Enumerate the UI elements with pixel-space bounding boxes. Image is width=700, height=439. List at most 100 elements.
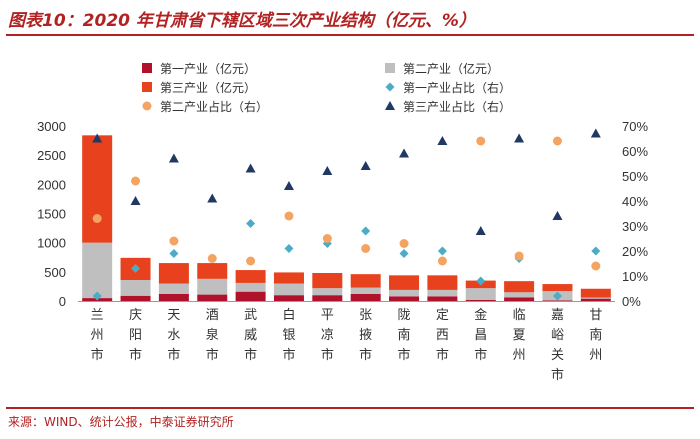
category-label: 临夏州 xyxy=(513,308,526,363)
legend-label: 第二产业（亿元） xyxy=(403,61,499,76)
ratio-point-triangle xyxy=(283,181,294,190)
ratio-point-diamond xyxy=(437,246,447,256)
bar-segment-2 xyxy=(312,288,343,296)
bar-segment-3 xyxy=(158,263,189,284)
bar-segment-2 xyxy=(389,289,420,297)
category-label: 平凉市 xyxy=(321,308,334,363)
left-tick-label: 2500 xyxy=(37,148,66,163)
legend-label: 第一产业（亿元） xyxy=(160,61,256,76)
ratio-point-circle xyxy=(284,211,294,221)
ratio-point-circle xyxy=(399,239,409,248)
bar-segment-1 xyxy=(389,296,420,301)
ratio-point-circle xyxy=(92,214,102,223)
bar-segment-2 xyxy=(465,288,496,300)
bar-segment-1 xyxy=(350,294,381,301)
right-tick-label: 40% xyxy=(622,194,648,209)
bar-segment-3 xyxy=(350,274,381,288)
right-tick-label: 0% xyxy=(622,294,641,309)
ratio-point-diamond xyxy=(591,246,601,256)
bar-segment-3 xyxy=(580,288,611,298)
bar-segment-3 xyxy=(389,275,420,290)
legend-swatch xyxy=(142,82,152,92)
ratio-point-triangle xyxy=(590,128,601,138)
bar-segment-2 xyxy=(504,292,535,298)
ratio-point-triangle xyxy=(168,153,179,163)
bar-segment-1 xyxy=(197,294,228,301)
legend-label: 第三产业（亿元） xyxy=(160,80,256,95)
bar-segment-2 xyxy=(235,282,266,292)
ratio-point-circle xyxy=(591,261,601,271)
bar-segment-1 xyxy=(465,299,496,301)
right-tick-label: 50% xyxy=(622,169,648,184)
ratio-point-circle xyxy=(131,176,141,186)
ratio-point-diamond xyxy=(246,219,256,228)
bar-segment-3 xyxy=(542,284,573,292)
bar-segment-2 xyxy=(82,242,113,299)
ratio-point-diamond xyxy=(476,276,486,286)
ratio-point-triangle xyxy=(360,161,371,170)
category-label: 天水市 xyxy=(167,308,180,363)
ratio-point-circle xyxy=(552,136,562,146)
legend-swatch xyxy=(385,101,395,110)
legend: 第一产业（亿元） 第二产业（亿元） 第三产业（亿元） 第一产业占比（右） 第二产业占比（… xyxy=(142,61,511,114)
left-tick-label: 1500 xyxy=(37,207,66,222)
footer-divider xyxy=(6,407,694,409)
ratio-point-circle xyxy=(476,136,486,146)
ratio-point-diamond xyxy=(92,291,102,301)
left-axis-ticks: 0 500 1000 1500 2000 2500 3000 xyxy=(37,119,66,309)
right-tick-label: 10% xyxy=(622,269,648,284)
left-tick-label: 3000 xyxy=(37,119,66,134)
ratio-point-diamond xyxy=(284,244,294,253)
left-tick-label: 1000 xyxy=(37,236,66,251)
bar-segment-1 xyxy=(580,298,611,301)
bar-segment-2 xyxy=(197,278,228,295)
ratio-point-circle xyxy=(207,254,217,263)
bar-segment-3 xyxy=(273,272,304,284)
right-tick-label: 60% xyxy=(622,144,648,159)
legend-swatch xyxy=(385,63,395,73)
legend-label: 第三产业占比（右） xyxy=(403,99,511,114)
right-tick-label: 20% xyxy=(622,244,648,259)
ratio-points xyxy=(92,128,601,301)
bar-segment-1 xyxy=(273,295,304,301)
bar-segment-2 xyxy=(350,287,381,294)
ratio-point-triangle xyxy=(475,226,486,235)
ratio-point-circle xyxy=(169,236,179,246)
category-label: 甘南州 xyxy=(589,308,602,363)
ratio-point-diamond xyxy=(131,264,141,273)
left-tick-label: 2000 xyxy=(37,177,66,192)
ratio-point-circle xyxy=(246,256,256,266)
ratio-point-diamond xyxy=(399,249,409,258)
bar-segment-3 xyxy=(197,263,228,279)
legend-swatch xyxy=(142,101,152,111)
category-label: 嘉峪关市 xyxy=(551,308,564,383)
right-tick-label: 30% xyxy=(622,219,648,234)
bar-segment-3 xyxy=(427,275,458,290)
right-tick-label: 70% xyxy=(622,119,648,134)
ratio-point-circle xyxy=(437,256,447,266)
bar-segment-2 xyxy=(273,283,304,296)
bar-segment-3 xyxy=(82,135,113,243)
ratio-point-triangle xyxy=(245,163,256,173)
ratio-point-diamond xyxy=(169,249,179,258)
bar-segment-2 xyxy=(158,283,189,294)
ratio-point-triangle xyxy=(399,148,410,158)
ratio-point-triangle xyxy=(130,196,141,205)
bar-segment-1 xyxy=(120,295,151,301)
bar-segment-1 xyxy=(542,300,573,301)
left-tick-label: 0 xyxy=(59,294,66,309)
ratio-point-triangle xyxy=(92,133,103,143)
ratio-point-circle xyxy=(514,251,524,261)
category-label: 武威市 xyxy=(244,308,257,363)
ratio-point-diamond xyxy=(361,226,371,236)
bar-segment-2 xyxy=(427,289,458,297)
ratio-point-diamond xyxy=(552,291,562,301)
bar-segment-3 xyxy=(504,281,535,293)
legend-label: 第二产业占比（右） xyxy=(160,99,268,114)
legend-label: 第一产业占比（右） xyxy=(403,80,511,95)
bar-segment-1 xyxy=(235,291,266,301)
bar-segment-2 xyxy=(580,297,611,299)
ratio-point-triangle xyxy=(207,193,218,203)
category-label: 兰州市 xyxy=(91,308,104,363)
